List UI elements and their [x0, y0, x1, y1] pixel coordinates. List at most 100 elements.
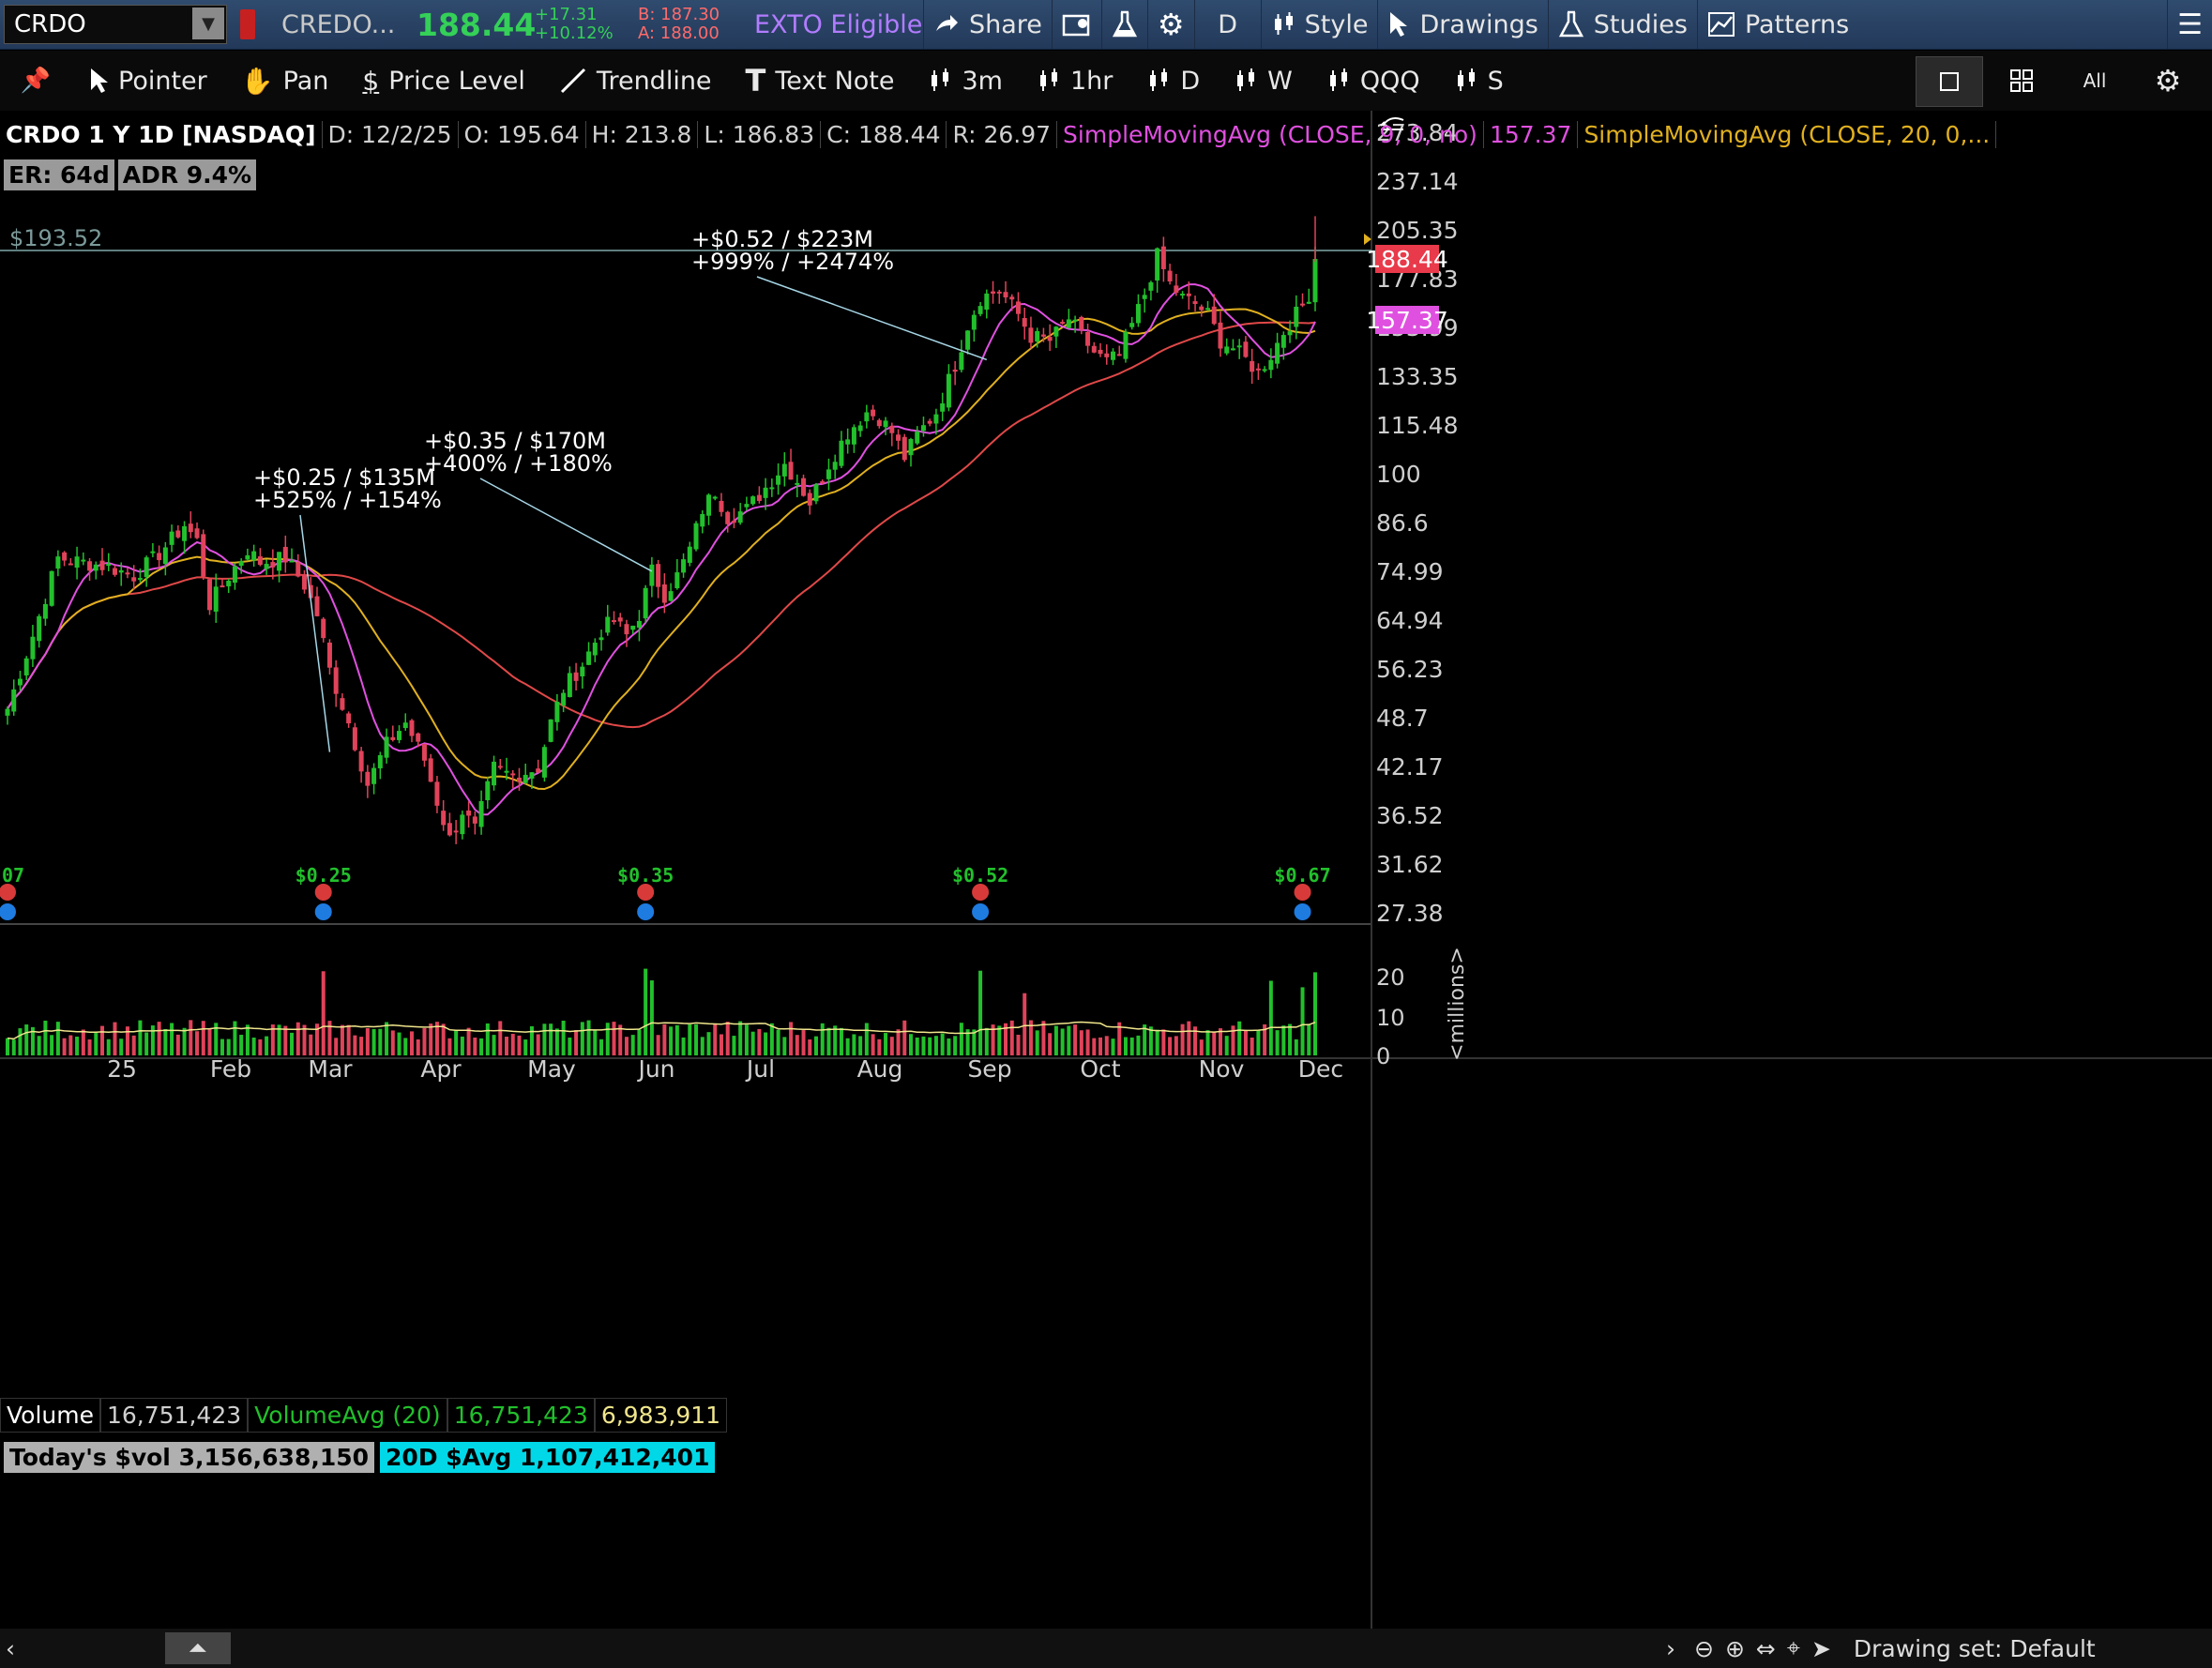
patterns-button[interactable]: Patterns [1696, 0, 1858, 49]
candle-body [693, 523, 699, 550]
studies-button[interactable]: Studies [1547, 0, 1697, 49]
candle-icon [1457, 68, 1475, 91]
share-button[interactable]: Share [923, 0, 1052, 49]
scroll-home-button[interactable]: ⏶ [165, 1632, 231, 1664]
dividend-icon [1294, 903, 1311, 920]
menu-button[interactable]: ☰ [2167, 0, 2212, 49]
style-button[interactable]: Style [1260, 0, 1378, 49]
candle-body [1098, 349, 1103, 355]
drawing-set-label[interactable]: Drawing set: Default [1853, 1634, 2096, 1662]
period-button-1hr[interactable]: 1hr [1020, 51, 1129, 111]
candle [206, 578, 212, 615]
news-button[interactable] [1051, 0, 1101, 49]
pointer-tool[interactable]: Pointer [71, 51, 224, 111]
period-button-qqq[interactable]: QQQ [1310, 51, 1437, 111]
chevron-down-icon[interactable]: ▼ [192, 8, 224, 39]
single-layout-button[interactable] [1916, 56, 1983, 107]
candle-body [889, 425, 895, 433]
chart-tags: ER: 64d ADR 9.4% [4, 159, 257, 190]
annotation-leader [756, 276, 988, 361]
price-level-tool[interactable]: $ Price Level [345, 51, 542, 111]
period-button-w[interactable]: W [1217, 51, 1310, 111]
volume-bar [1218, 1028, 1222, 1055]
volume-bar [157, 1022, 161, 1055]
volume-bar [207, 1027, 212, 1055]
volume-bar [447, 1038, 452, 1055]
zoom-in-icon[interactable]: ⊕ [1724, 1634, 1745, 1662]
symbol-input[interactable]: CRDO ▼ [4, 5, 227, 44]
zoom-out-icon[interactable]: ⊖ [1694, 1634, 1714, 1662]
candle-icon [932, 68, 949, 91]
volume-bar [321, 971, 326, 1055]
volume-tick-label: 10 [1376, 1005, 1405, 1031]
volume-bar [150, 1025, 155, 1055]
fit-icon[interactable]: ⇔ [1755, 1634, 1776, 1662]
volume-bar [877, 1039, 882, 1055]
flask-button[interactable] [1100, 0, 1147, 49]
pointer-label: Pointer [118, 66, 207, 96]
volume-bar [568, 1037, 572, 1055]
link-tag-icon[interactable] [240, 9, 255, 39]
candle-body [769, 487, 775, 490]
candle-body [959, 352, 964, 371]
period-label: D [1218, 9, 1237, 39]
dollar-icon: $ [362, 65, 380, 97]
candle-body [478, 800, 484, 827]
volume-bar [390, 1030, 395, 1055]
pan-tool[interactable]: ✋ Pan [224, 51, 346, 111]
candle-body [346, 713, 352, 724]
scroll-left-icon[interactable]: ‹ [6, 1634, 15, 1662]
pin-button[interactable]: 📌 [0, 51, 71, 111]
candle [1003, 281, 1008, 304]
candle [1160, 236, 1166, 282]
info-range: R: 26.97 [947, 120, 1058, 148]
settings-button[interactable]: ⚙ [1146, 0, 1194, 49]
volume-bar [902, 1020, 907, 1055]
period-button-3m[interactable]: 3m [911, 51, 1019, 111]
candle-icon [1039, 68, 1057, 91]
text-note-tool[interactable]: T Text Note [729, 51, 912, 111]
volume-bar [1294, 1039, 1298, 1055]
trendline-tool[interactable]: Trendline [542, 51, 729, 111]
volume-bar [371, 1028, 376, 1055]
candle [1098, 342, 1103, 357]
price-level-label: $193.52 [9, 225, 102, 251]
crosshair-icon[interactable]: ⌖ [1786, 1634, 1800, 1661]
candle-body [554, 702, 560, 722]
volume-bar [1237, 1021, 1242, 1055]
drawings-button[interactable]: Drawings [1377, 0, 1547, 49]
today-dollar-volume: Today's $vol 3,156,638,150 [4, 1442, 375, 1473]
period-label: S [1487, 66, 1504, 96]
candle [776, 462, 781, 495]
candle-body [421, 743, 427, 761]
volume-bar [1313, 972, 1317, 1055]
chart-settings-button[interactable]: ⚙ [2135, 56, 2201, 105]
scroll-right-icon[interactable]: › [1666, 1634, 1675, 1662]
candle-body [1104, 353, 1110, 357]
candle-body [257, 556, 263, 566]
sma9-label[interactable]: SimpleMovingAvg (CLOSE, 9, 0, no) [1057, 120, 1484, 148]
period-button-d[interactable]: D [1129, 51, 1217, 111]
sma-50-line [7, 321, 1316, 729]
candle [289, 548, 295, 563]
volume-bar [845, 1038, 850, 1055]
period-button[interactable]: D [1193, 0, 1261, 49]
candle [580, 662, 585, 690]
candle-body [434, 781, 440, 806]
candle [81, 552, 86, 566]
all-button[interactable]: All [2062, 56, 2128, 105]
sma20-label[interactable]: SimpleMovingAvg (CLOSE, 20, 0,... [1578, 120, 1997, 148]
volume-bar [1073, 1024, 1078, 1055]
cursor-small-icon[interactable]: ➤ [1811, 1634, 1831, 1662]
grid-layout-button[interactable] [1989, 56, 2054, 105]
dividend-icon [637, 903, 655, 920]
volume-bar [1205, 1030, 1210, 1055]
candle-body [37, 615, 42, 642]
candle-body [845, 439, 851, 445]
volume-bar [561, 1020, 566, 1055]
candle-body [719, 500, 724, 512]
volume-bar [353, 1035, 357, 1055]
price-chart[interactable]: 273.84237.14205.35177.83153.99133.35115.… [0, 111, 2212, 1629]
sma-tag: 157.37 [1366, 307, 1447, 334]
period-button-s[interactable]: S [1437, 51, 1521, 111]
